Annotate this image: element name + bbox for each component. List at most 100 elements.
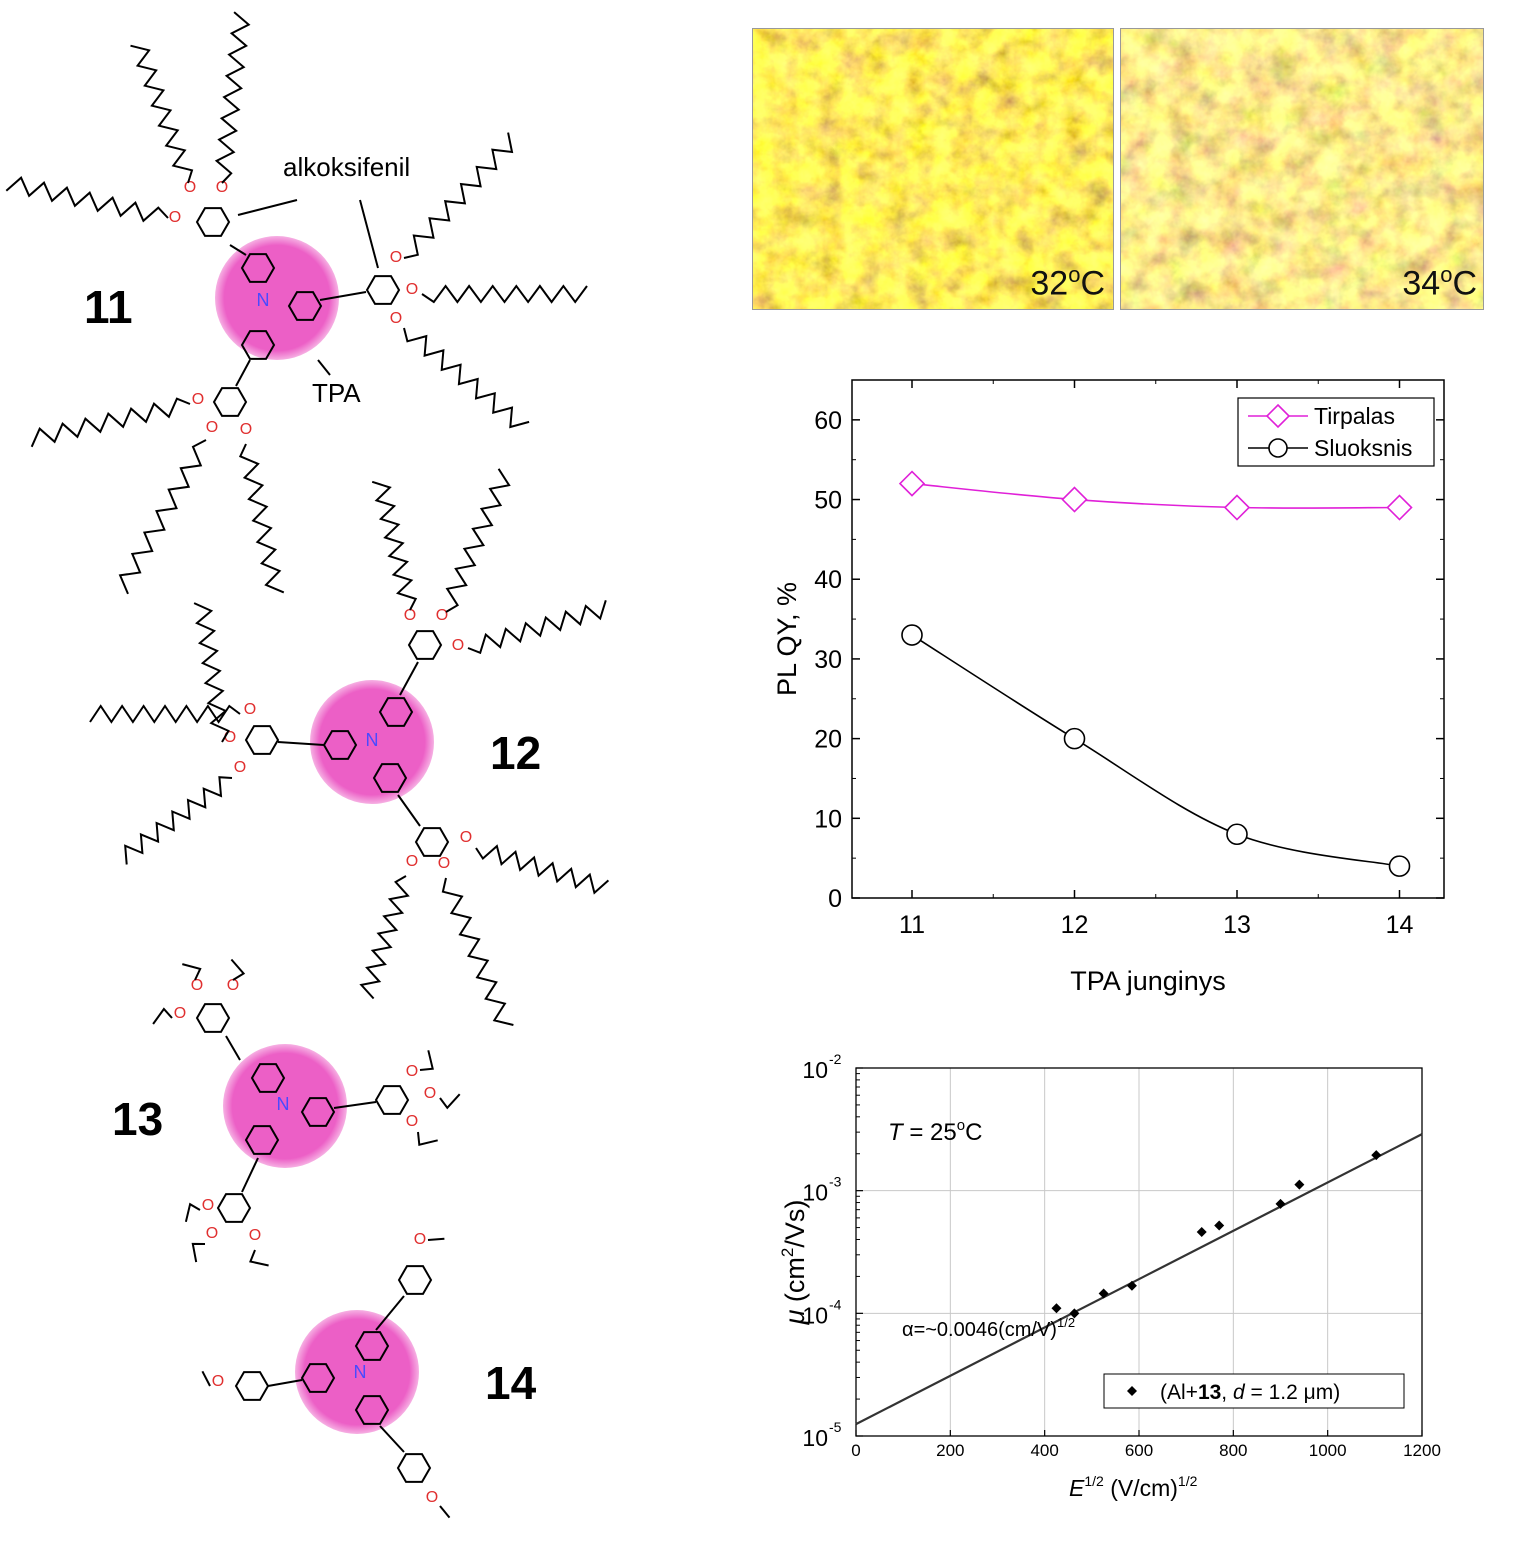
oxygen-atom: O — [234, 759, 246, 776]
benzene-ring — [216, 1193, 252, 1223]
bond — [229, 244, 247, 256]
oxygen-atom: O — [406, 1063, 418, 1080]
y-axis-label: μ (cm2/Vs) — [778, 1200, 810, 1326]
data-point — [1371, 1150, 1382, 1161]
y-tick-exponent: -3 — [829, 1174, 842, 1190]
bond — [241, 1157, 259, 1193]
benzene-ring — [240, 330, 276, 360]
data-point-tirpalas — [1386, 494, 1413, 521]
alkyl-chain — [118, 439, 207, 595]
x-tick-label: 12 — [1061, 911, 1089, 939]
oxygen-atom: O — [174, 1005, 186, 1022]
bond — [277, 741, 325, 746]
y-tick-exponent: -5 — [829, 1419, 842, 1435]
data-point-tirpalas — [898, 470, 926, 497]
nitrogen-atom: N — [354, 1362, 367, 1382]
temp-label-34c: 34oC — [1402, 261, 1477, 302]
oxygen-atom: O — [206, 1225, 218, 1242]
oxygen-atom: O — [390, 310, 402, 327]
oxygen-atom: O — [438, 855, 450, 872]
x-tick-label: 800 — [1219, 1441, 1247, 1460]
legend-label: (Al+13, d = 1.2 μm) — [1160, 1381, 1340, 1404]
fit-line — [855, 1133, 1423, 1426]
oxygen-atom: O — [184, 179, 196, 196]
oxygen-atom: O — [216, 179, 228, 196]
y-tick-exponent: -4 — [829, 1296, 842, 1312]
alkyl-chain — [130, 44, 194, 184]
texture-32c — [753, 29, 1113, 309]
alkyl-chain — [439, 1505, 451, 1519]
benzene-ring — [397, 1265, 433, 1295]
alkyl-chain — [359, 875, 410, 1000]
data-point — [1051, 1303, 1062, 1314]
alkoxyphenyl-annotation: alkoksifenil — [283, 152, 411, 182]
alkyl-chain — [193, 602, 230, 743]
benzene-ring — [250, 1063, 286, 1093]
legend-label: Tirpalas — [1314, 403, 1395, 429]
benzene-ring — [244, 725, 280, 755]
annotation-arrow — [317, 359, 331, 376]
oxygen-atom: O — [424, 1085, 436, 1102]
annotation-arrow — [237, 199, 298, 216]
benzene-ring — [195, 207, 231, 237]
benzene-ring — [195, 1003, 231, 1033]
benzene-ring — [234, 1371, 270, 1401]
y-tick-exponent: -2 — [829, 1051, 842, 1067]
alkyl-chain — [191, 1242, 206, 1263]
alkyl-chain — [184, 1202, 201, 1223]
temperature-annotation: T = 25oC — [888, 1117, 982, 1146]
data-point — [1275, 1198, 1286, 1209]
bond — [267, 1379, 303, 1387]
bond — [319, 291, 367, 301]
oxygen-atom: O — [212, 1373, 224, 1390]
x-axis-label: TPA junginys — [1070, 966, 1226, 996]
benzene-ring — [365, 275, 401, 305]
oxygen-atom: O — [240, 421, 252, 438]
x-tick-label: 0 — [851, 1441, 860, 1460]
bond — [397, 794, 421, 827]
oxygen-atom: O — [192, 391, 204, 408]
y-tick-label: 50 — [814, 487, 842, 515]
data-point-sluoksnis — [901, 624, 923, 646]
alkyl-chain — [441, 877, 514, 1026]
data-point — [1098, 1288, 1109, 1299]
alkyl-chain — [467, 600, 607, 655]
alkyl-chain — [201, 1370, 211, 1387]
alkyl-chain — [427, 1237, 445, 1241]
x-tick-label: 14 — [1386, 911, 1414, 939]
x-tick-label: 1200 — [1403, 1441, 1441, 1460]
y-tick-label: 20 — [814, 726, 842, 754]
benzene-ring — [354, 1395, 390, 1425]
legend-marker — [1127, 1386, 1137, 1396]
oxygen-atom: O — [406, 853, 418, 870]
oxygen-atom: O — [202, 1197, 214, 1214]
data-point-sluoksnis — [1388, 855, 1411, 877]
temp-label-32c: 32oC — [1030, 261, 1105, 302]
y-tick-label: 40 — [814, 566, 842, 594]
benzene-ring — [372, 763, 408, 793]
oxygen-atom: O — [227, 977, 239, 994]
tpa-annotation: TPA — [312, 378, 361, 408]
legend-label: Sluoksnis — [1314, 435, 1412, 461]
annotation-arrow — [359, 199, 379, 269]
oxygen-atom: O — [426, 1489, 438, 1506]
alkyl-chain — [417, 1131, 438, 1146]
oxygen-atom: O — [206, 419, 218, 436]
oxygen-atom: O — [414, 1231, 426, 1248]
alkyl-chain — [124, 776, 233, 865]
y-tick-label: 10 — [802, 1425, 828, 1451]
plot-frame — [851, 379, 1445, 899]
molecule-label-14: 14 — [485, 1357, 537, 1409]
bond — [333, 1101, 377, 1109]
alkyl-chain — [89, 704, 241, 724]
oxygen-atom: O — [169, 209, 181, 226]
nitrogen-atom: N — [366, 730, 379, 750]
x-tick-label: 200 — [936, 1441, 964, 1460]
alkyl-chain — [445, 468, 511, 613]
data-point — [1069, 1308, 1080, 1319]
oxygen-atom: O — [452, 637, 464, 654]
alkyl-chain — [421, 284, 588, 304]
data-point — [1196, 1227, 1207, 1238]
